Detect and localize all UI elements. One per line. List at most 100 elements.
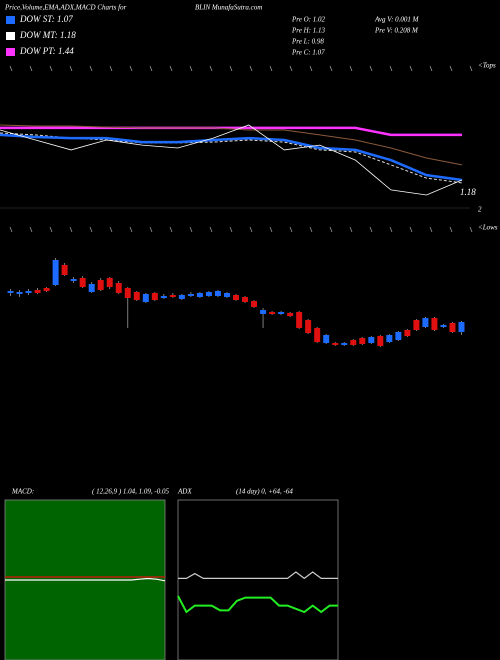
volume-info: Pre V: 0.208 M [374, 27, 419, 35]
top-marker [169, 65, 173, 72]
candle-body [115, 283, 122, 293]
top-marker [69, 65, 73, 72]
top-marker [309, 65, 313, 72]
macd-params: ( 12,26,9 ) 1.04, 1.09, -0.05 [92, 488, 169, 496]
candle-body [88, 284, 95, 292]
legend-swatch [6, 32, 15, 40]
candle-body [269, 312, 276, 314]
candle-body [287, 313, 294, 316]
price-label: 1.18 [460, 187, 476, 197]
line-series [0, 133, 463, 182]
title: Price,Volume,EMA,ADX,MACD Charts for [4, 4, 127, 12]
tops-label: <Tops [478, 62, 496, 70]
top-marker [289, 65, 293, 72]
candle-body [70, 279, 77, 281]
low-marker [349, 226, 353, 233]
legend-entry: DOW ST: 1.07 [19, 14, 73, 24]
low-marker [249, 226, 253, 233]
top-marker [269, 65, 273, 72]
site: BLIN MunafaSutra.com [195, 4, 262, 12]
candle-body [332, 343, 339, 345]
top-marker [409, 65, 413, 72]
low-marker [169, 226, 173, 233]
candle-body [97, 280, 104, 290]
candle-body [422, 318, 429, 327]
low-marker [89, 226, 93, 233]
candle-body [142, 294, 149, 302]
low-marker [269, 226, 273, 233]
candle-body [350, 340, 357, 345]
candle-body [16, 292, 23, 294]
legend-entry: DOW PT: 1.44 [19, 46, 74, 56]
side-label: 2 [478, 206, 482, 214]
candle-body [133, 292, 140, 300]
line-series [0, 124, 463, 196]
low-marker [329, 226, 333, 233]
top-marker [49, 65, 53, 72]
top-marker [9, 65, 13, 72]
line-series [0, 126, 462, 137]
low-marker [129, 226, 133, 233]
candle-body [223, 293, 230, 297]
top-marker [349, 65, 353, 72]
info: Pre C: 1.07 [291, 49, 325, 57]
low-marker [229, 226, 233, 233]
low-marker [309, 226, 313, 233]
candle-body [449, 323, 456, 332]
candle-body [305, 320, 312, 333]
low-marker [149, 226, 153, 233]
candle-body [205, 292, 212, 296]
candle-body [395, 332, 402, 340]
candle-body [278, 312, 285, 314]
top-marker [89, 65, 93, 72]
candle-body [431, 318, 438, 330]
info: Pre H: 1.13 [291, 27, 325, 35]
candle-body [52, 260, 59, 285]
lows-label: <Lows [478, 224, 498, 232]
top-marker [29, 65, 33, 72]
low-marker [9, 226, 13, 233]
candle-body [242, 297, 249, 302]
candle-body [178, 295, 185, 299]
candle-body [251, 301, 258, 307]
candle-body [341, 343, 348, 345]
candle-body [43, 288, 50, 291]
top-marker [149, 65, 153, 72]
top-marker [249, 65, 253, 72]
legend-swatch [6, 16, 15, 24]
top-marker [129, 65, 133, 72]
volume-info: Avg V: 0.001 M [374, 16, 420, 24]
low-marker [469, 226, 473, 233]
low-marker [369, 226, 373, 233]
candle-body [214, 291, 221, 296]
adx-params: (14 day) 0, +64, -64 [236, 488, 293, 496]
low-marker [209, 226, 213, 233]
candle-body [323, 335, 330, 343]
top-marker [389, 65, 393, 72]
candle-body [187, 294, 194, 296]
line-series [177, 595, 338, 614]
low-marker [389, 226, 393, 233]
candle-body [79, 278, 86, 287]
candle-body [359, 338, 366, 344]
candle-body [386, 335, 393, 342]
legend-entry: DOW MT: 1.18 [19, 30, 76, 40]
top-marker [449, 65, 453, 72]
top-marker [189, 65, 193, 72]
candle-body [106, 278, 113, 287]
low-marker [409, 226, 413, 233]
candle-body [314, 328, 321, 342]
low-marker [109, 226, 113, 233]
candle-body [440, 325, 447, 327]
adx-label: ADX [177, 488, 192, 496]
low-marker [49, 226, 53, 233]
candle-body [151, 293, 158, 300]
candle-body [368, 337, 375, 343]
candle-body [7, 291, 14, 293]
candle-body [260, 310, 267, 314]
top-marker [229, 65, 233, 72]
candle-body [377, 336, 384, 346]
candle-body [124, 288, 131, 298]
info: Pre L: 0.98 [291, 38, 324, 46]
